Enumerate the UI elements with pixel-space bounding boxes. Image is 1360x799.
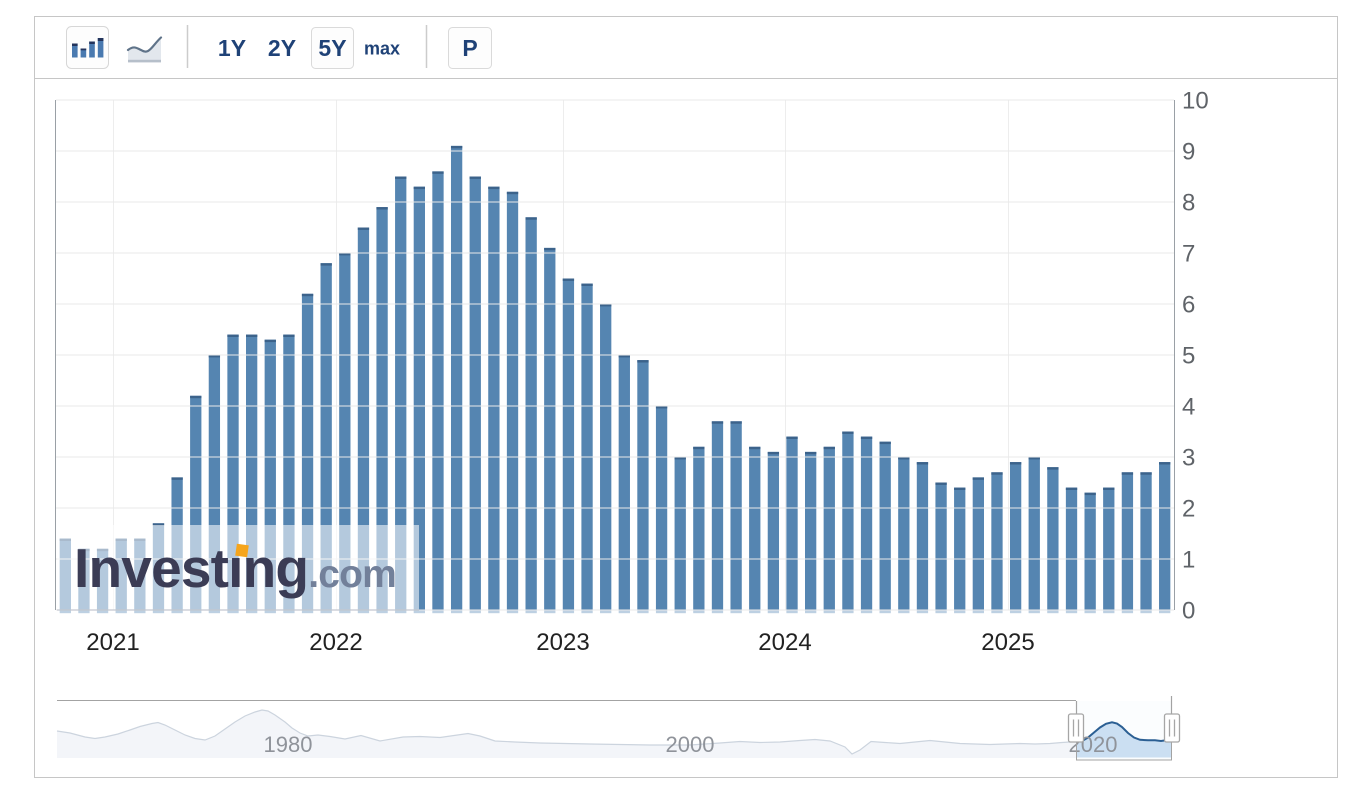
svg-text:9: 9 bbox=[1182, 139, 1195, 166]
svg-text:7: 7 bbox=[1182, 241, 1195, 268]
svg-text:6: 6 bbox=[1182, 292, 1195, 319]
svg-text:5: 5 bbox=[1182, 343, 1195, 370]
svg-text:1: 1 bbox=[1182, 547, 1195, 574]
svg-text:4: 4 bbox=[1182, 394, 1195, 421]
svg-text:1Y: 1Y bbox=[218, 35, 246, 61]
svg-text:2000: 2000 bbox=[666, 732, 715, 757]
svg-text:2023: 2023 bbox=[536, 629, 589, 656]
svg-text:5Y: 5Y bbox=[318, 35, 346, 61]
svg-text:8: 8 bbox=[1182, 190, 1195, 217]
svg-text:2022: 2022 bbox=[309, 629, 362, 656]
svg-text:2: 2 bbox=[1182, 496, 1195, 523]
svg-text:2024: 2024 bbox=[758, 629, 811, 656]
svg-text:2025: 2025 bbox=[981, 629, 1034, 656]
svg-text:3: 3 bbox=[1182, 445, 1195, 472]
svg-text:1980: 1980 bbox=[264, 732, 313, 757]
svg-text:2021: 2021 bbox=[86, 629, 139, 656]
svg-text:P: P bbox=[462, 35, 477, 61]
svg-text:max: max bbox=[364, 39, 400, 59]
svg-text:0: 0 bbox=[1182, 598, 1195, 625]
svg-text:2Y: 2Y bbox=[268, 35, 296, 61]
svg-text:10: 10 bbox=[1182, 88, 1209, 115]
